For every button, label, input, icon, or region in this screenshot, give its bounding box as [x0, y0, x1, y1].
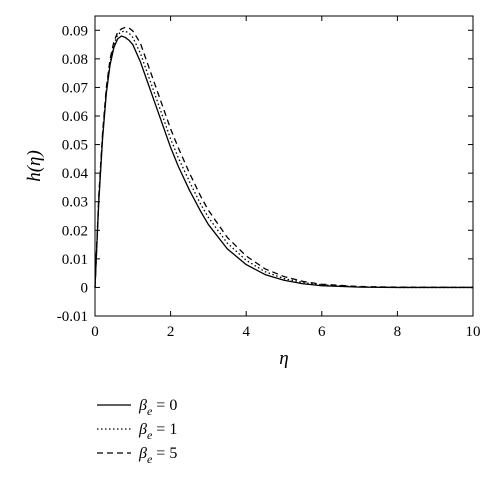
x-tick-label: 8 — [394, 324, 402, 340]
series-line-2 — [94, 26, 474, 289]
series-line-0 — [94, 35, 473, 289]
legend-symbol: β — [138, 397, 147, 414]
plot-frame — [94, 15, 474, 317]
x-tick-label: 0 — [91, 324, 99, 340]
legend-symbol: β — [138, 445, 147, 462]
y-tick-label: 0 — [81, 280, 89, 296]
legend-entry-1: βe = 1 — [138, 421, 177, 442]
legend-subscript: e — [147, 404, 153, 418]
x-axis-ticks: 0 2 4 6 8 10 — [91, 16, 481, 340]
legend-symbol: β — [138, 421, 147, 438]
y-tick-label: -0.01 — [57, 309, 88, 325]
y-tick-label: 0.05 — [62, 138, 88, 154]
legend-entry-2: βe = 5 — [138, 445, 177, 466]
legend-subscript: e — [147, 428, 153, 442]
x-tick-label: 6 — [318, 324, 326, 340]
legend-value: = 5 — [152, 445, 177, 462]
legend-value: = 0 — [152, 397, 177, 414]
y-tick-label: 0.03 — [62, 195, 88, 211]
x-tick-label: 2 — [167, 324, 175, 340]
legend: βe = 0βe = 1βe = 5 — [97, 397, 177, 466]
x-tick-label: 10 — [466, 324, 481, 340]
y-axis-label: h(η) — [24, 150, 45, 182]
x-axis-label: η — [279, 348, 288, 369]
legend-value: = 1 — [152, 421, 177, 438]
y-tick-label: 0.02 — [62, 223, 88, 239]
y-tick-label: 0.01 — [62, 252, 88, 268]
series-lines — [94, 26, 474, 289]
legend-entry-0: βe = 0 — [138, 397, 177, 418]
y-tick-label: 0.04 — [62, 166, 89, 182]
legend-subscript: e — [147, 452, 153, 466]
y-tick-label: 0.06 — [62, 109, 89, 125]
x-tick-label: 4 — [242, 324, 250, 340]
y-tick-label: 0.07 — [62, 80, 89, 96]
y-axis-ticks: -0.01 0 0.01 0.02 0.03 0.04 0.05 0.06 0.07 0.08 0.… — [57, 23, 473, 325]
y-tick-label: 0.08 — [62, 52, 88, 68]
series-line-1 — [94, 30, 473, 289]
y-tick-label: 0.09 — [62, 23, 88, 39]
